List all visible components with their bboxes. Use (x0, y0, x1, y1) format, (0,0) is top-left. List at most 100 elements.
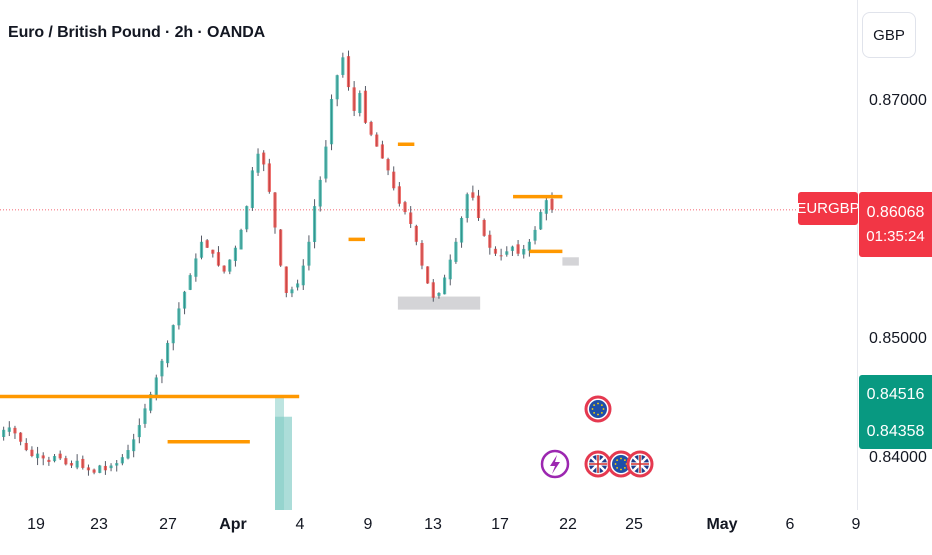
candle-body-46 (256, 153, 260, 173)
candle-body-54 (301, 265, 305, 286)
candle-body-86 (482, 219, 486, 236)
candle-body-92 (516, 244, 520, 254)
candle-body-32 (177, 308, 181, 326)
candle-body-64 (358, 93, 362, 114)
candle-body-75 (420, 242, 424, 266)
eu-flag-icon-2-star-3 (616, 466, 619, 469)
eu-flag-icon-2-star-2 (620, 468, 622, 471)
candle-body-69 (386, 159, 390, 171)
candle-body-10 (52, 456, 57, 462)
eu-flag-icon-star-2 (597, 413, 599, 416)
candle-body-21 (115, 463, 119, 466)
candle-body-45 (250, 170, 254, 208)
candle-body-24 (132, 439, 136, 452)
candle-body-74 (414, 225, 418, 242)
currency-button[interactable]: GBP (862, 12, 916, 58)
candle-body-48 (267, 163, 271, 192)
x-tick-label-11: 6 (786, 516, 795, 533)
candle-body-82 (459, 218, 464, 243)
eu-flag-icon-2-star-6 (620, 457, 622, 460)
candle-body-50 (279, 229, 283, 266)
candle-body-71 (397, 186, 401, 204)
candle-body-88 (493, 248, 498, 254)
candle-body-56 (312, 206, 317, 242)
candle-body-68 (380, 144, 385, 159)
candle-body-81 (454, 241, 458, 262)
candle-body-16 (86, 467, 91, 471)
candle-body-44 (245, 206, 249, 230)
candle-body-33 (182, 291, 187, 309)
candle-body-51 (284, 266, 288, 293)
candle-body-25 (137, 425, 141, 438)
candle-body-11 (58, 453, 62, 459)
candle-body-28 (154, 377, 158, 396)
x-tick-label-9: 25 (625, 516, 643, 533)
candle-body-7 (35, 453, 40, 459)
candle-body-53 (296, 283, 300, 288)
candle-body-55 (307, 241, 311, 266)
candle-body-85 (476, 195, 481, 218)
eu-flag-icon-star-7 (600, 404, 603, 407)
candle-body-37 (205, 240, 209, 248)
bar-countdown: 01:35:24 (866, 228, 925, 245)
candle-body-90 (505, 251, 509, 255)
candle-body-9 (47, 459, 51, 462)
candle-body-49 (273, 192, 277, 228)
candle-body-93 (522, 248, 526, 255)
candle-body-67 (375, 134, 379, 147)
y-tick-label-2: 0.84000 (869, 449, 927, 466)
candle-body-58 (324, 146, 328, 179)
candle-body-84 (471, 192, 475, 198)
x-tick-label-5: 9 (364, 516, 373, 533)
candle-body-63 (352, 87, 356, 111)
x-tick-label-10: May (706, 516, 737, 533)
candle-body-14 (75, 460, 79, 468)
candle-body-41 (228, 259, 232, 272)
eu-flag-icon-star-4 (591, 408, 594, 410)
price-badge-green-1: 0.84516 (859, 375, 932, 414)
candle-body-2 (7, 427, 11, 432)
eu-flag-icon-star-0 (602, 408, 605, 410)
chart-title: Euro / British Pound · 2h · OANDA (8, 24, 266, 41)
candle-body-97 (544, 200, 548, 214)
candle-body-26 (143, 408, 147, 424)
eu-flag-icon-2-star-1 (623, 466, 626, 469)
x-tick-label-4: 4 (296, 516, 305, 533)
candle-body-40 (222, 265, 226, 272)
candle-body-39 (216, 252, 221, 266)
candle-body-35 (194, 258, 198, 277)
last-price-badge: 0.86068 01:35:24 (859, 192, 932, 257)
x-tick-label-1: 23 (90, 516, 108, 533)
x-tick-label-8: 22 (559, 516, 577, 533)
entry-shade-lower (275, 416, 292, 510)
candle-body-61 (341, 57, 345, 75)
symbol-badge: EURGBP (796, 192, 860, 225)
candle-body-94 (527, 241, 531, 251)
candle-body-59 (329, 99, 334, 145)
candle-body-30 (165, 342, 170, 364)
zone-box-1 (562, 257, 579, 266)
candle-body-83 (465, 194, 469, 219)
candle-body-70 (392, 171, 396, 189)
candle-body-66 (369, 121, 373, 135)
eu-flag-icon-star-1 (600, 411, 603, 414)
eu-flag-icon-star-6 (597, 402, 599, 405)
candle-body-65 (363, 90, 368, 123)
candle-body-4 (19, 432, 23, 442)
candle-body-79 (442, 277, 447, 295)
price-badge-green-2: 0.84358 (859, 414, 932, 449)
levels-layer (0, 142, 563, 444)
candle-body-5 (24, 442, 28, 451)
candle-body-62 (346, 56, 351, 88)
candle-body-47 (262, 152, 266, 165)
x-tick-label-3: Apr (219, 516, 247, 533)
x-tick-label-12: 9 (852, 516, 861, 533)
candle-body-96 (539, 212, 543, 230)
candle-body-98 (550, 198, 554, 210)
y-tick-label-0: 0.87000 (869, 92, 927, 109)
candle-body-17 (92, 469, 96, 473)
candle-body-80 (448, 259, 452, 280)
candle-body-3 (13, 427, 17, 434)
